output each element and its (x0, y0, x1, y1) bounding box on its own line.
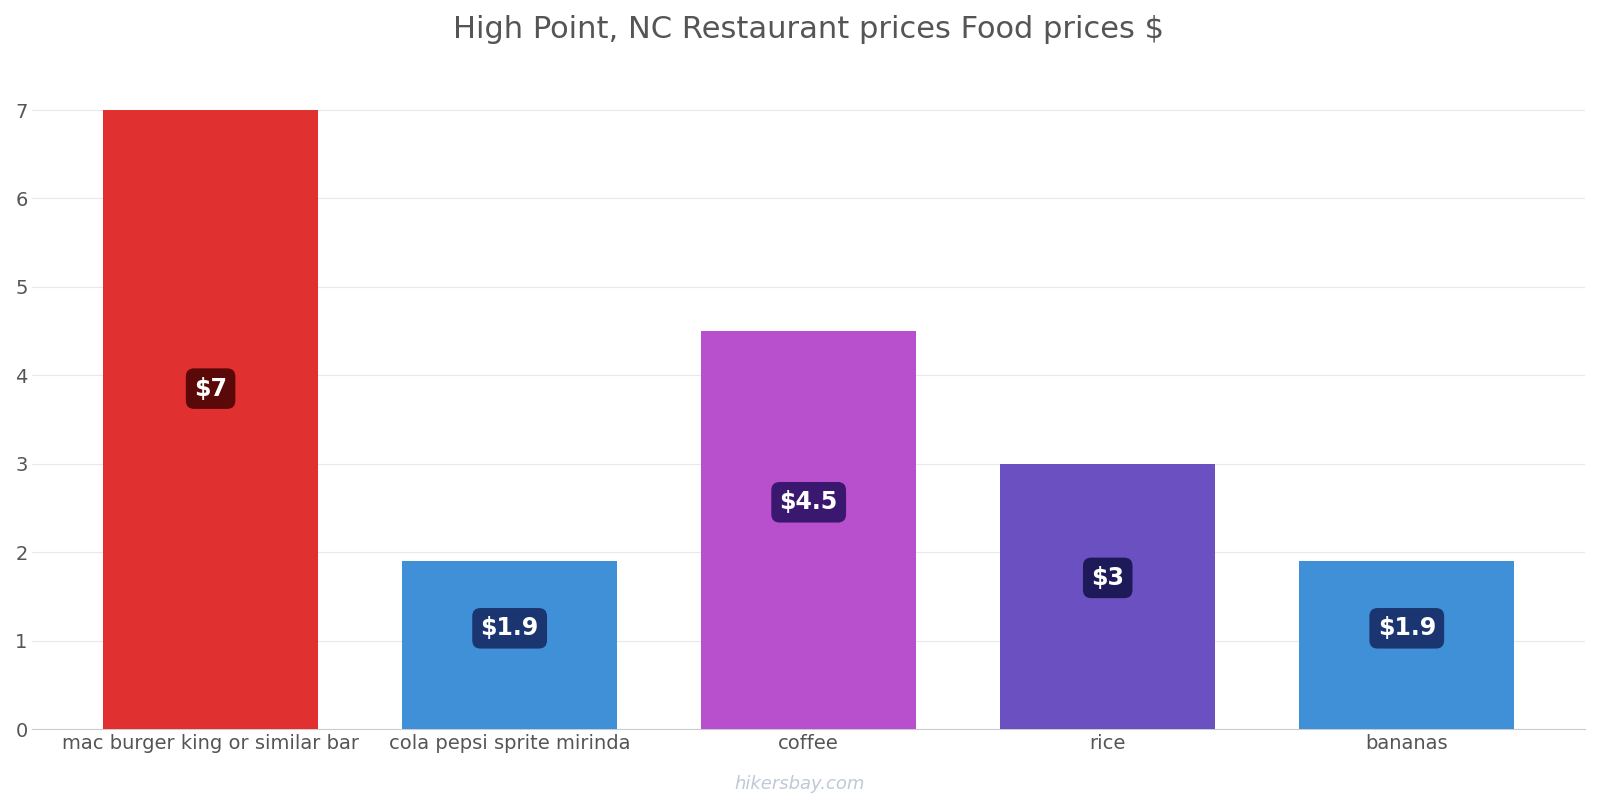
Text: $1.9: $1.9 (480, 616, 539, 640)
Text: hikersbay.com: hikersbay.com (734, 775, 866, 793)
Bar (102, 110, 318, 729)
Text: $7: $7 (194, 377, 227, 401)
Text: $1.9: $1.9 (1378, 616, 1435, 640)
Text: $3: $3 (1091, 566, 1125, 590)
Bar (402, 561, 618, 729)
Bar (1000, 464, 1216, 729)
Bar (701, 331, 917, 729)
Bar (1299, 561, 1515, 729)
Title: High Point, NC Restaurant prices Food prices $: High Point, NC Restaurant prices Food pr… (453, 15, 1165, 44)
Text: $4.5: $4.5 (779, 490, 838, 514)
